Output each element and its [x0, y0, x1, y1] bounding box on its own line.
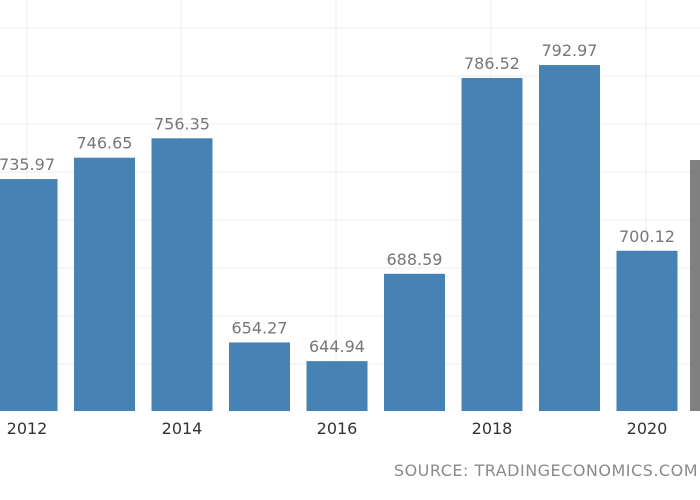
- data-label-2016: 644.94: [309, 337, 365, 356]
- x-tick-labels-group: 2012 2014 2016 2018 2020: [7, 419, 668, 438]
- data-label-2014: 756.35: [154, 114, 210, 133]
- bar-2016[interactable]: [306, 361, 368, 411]
- source-label: SOURCE: TRADINGECONOMICS.COM: [393, 461, 698, 480]
- x-tick-label-2016: 2016: [317, 419, 358, 438]
- bar-2017[interactable]: [384, 273, 445, 411]
- data-label-2019: 792.97: [542, 41, 598, 60]
- data-label-2012: 735.97: [0, 155, 55, 174]
- data-label-2018: 786.52: [464, 54, 520, 73]
- bar-2020[interactable]: [616, 250, 678, 411]
- data-labels-group: 735.97 746.65 756.35 654.27 644.94 688.59 786.…: [0, 41, 675, 356]
- bar-2012[interactable]: [0, 179, 58, 411]
- data-label-2013: 746.65: [77, 134, 133, 153]
- bar-2015[interactable]: [229, 342, 290, 411]
- x-tick-label-2020: 2020: [627, 419, 668, 438]
- x-tick-label-2012: 2012: [7, 419, 48, 438]
- bar-2018[interactable]: [461, 77, 523, 412]
- bar-2019[interactable]: [539, 65, 600, 411]
- x-tick-label-2018: 2018: [472, 419, 513, 438]
- bar-2013[interactable]: [74, 157, 135, 411]
- bar-partial-gray[interactable]: [690, 160, 700, 411]
- data-label-2017: 688.59: [387, 250, 443, 269]
- x-tick-label-2014: 2014: [162, 419, 203, 438]
- bars-group: [0, 65, 700, 412]
- bar-2014[interactable]: [151, 138, 213, 412]
- data-label-2020: 700.12: [619, 227, 675, 246]
- data-label-2015: 654.27: [232, 318, 288, 337]
